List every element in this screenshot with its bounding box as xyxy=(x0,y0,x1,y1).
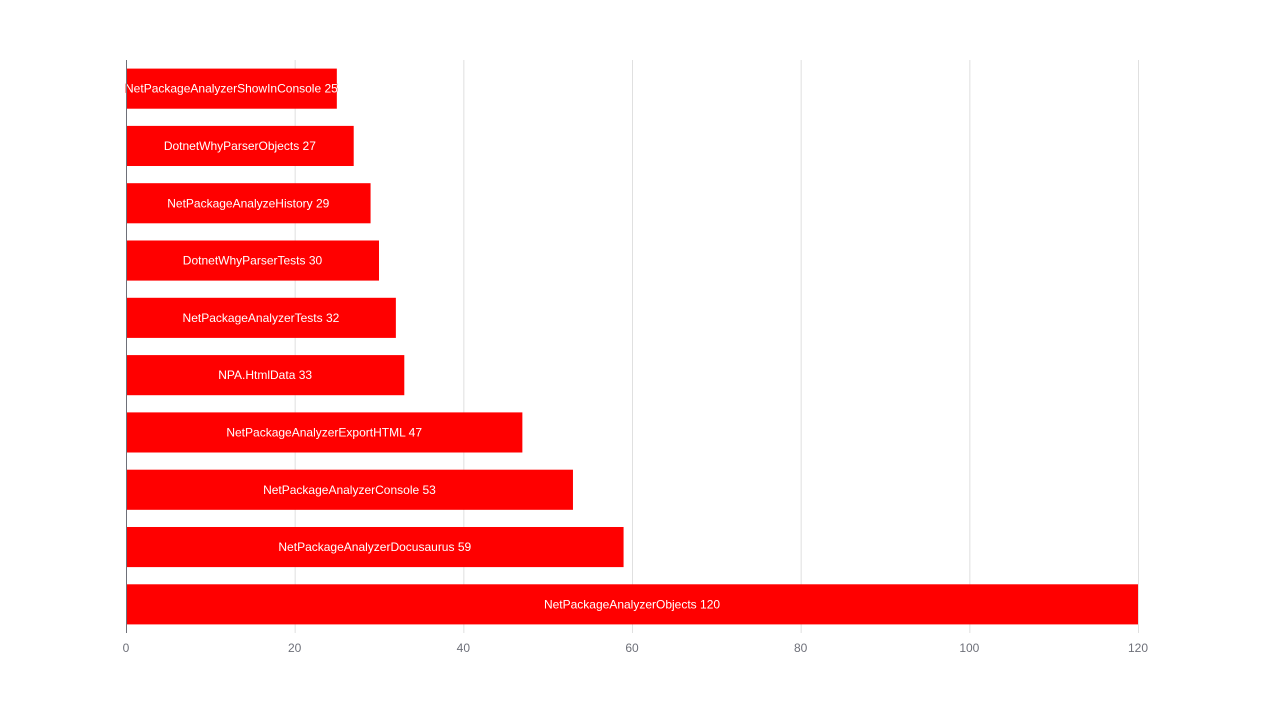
bar-label: NetPackageAnalyzerObjects 120 xyxy=(544,597,720,611)
bar-label: NPA.HtmlData 33 xyxy=(218,368,312,382)
x-tick-label: 80 xyxy=(794,641,808,655)
x-tick-label: 40 xyxy=(457,641,471,655)
bar xyxy=(126,125,354,167)
bar xyxy=(126,469,573,510)
x-tick-label: 0 xyxy=(123,641,130,655)
bar xyxy=(126,183,371,224)
x-tick-label: 20 xyxy=(288,641,302,655)
x-tick-label: 120 xyxy=(1128,641,1148,655)
x-axis: 0 20 40 60 80 100 120 xyxy=(123,60,1148,655)
bar-label: DotnetWhyParserTests 30 xyxy=(183,254,323,268)
bar-label: DotnetWhyParserObjects 27 xyxy=(164,139,316,153)
bar xyxy=(126,297,396,338)
bar xyxy=(126,526,624,568)
bar-label: NetPackageAnalyzerTests 32 xyxy=(183,311,340,325)
bar xyxy=(126,584,1138,625)
bar-label: NetPackageAnalyzerExportHTML 47 xyxy=(226,425,422,439)
bar xyxy=(126,355,405,396)
bar-label: NetPackageAnalyzerShowInConsole 25 xyxy=(125,82,338,96)
x-tick-label: 100 xyxy=(959,641,979,655)
bar-label: NetPackageAnalyzerDocusaurus 59 xyxy=(278,540,471,554)
x-tick-label: 60 xyxy=(625,641,639,655)
bar-label: NetPackageAnalyzeHistory 29 xyxy=(167,196,329,210)
bar xyxy=(126,412,523,453)
bar xyxy=(126,240,379,281)
bar xyxy=(126,68,337,109)
bar-label: NetPackageAnalyzerConsole 53 xyxy=(263,483,436,497)
bars: NetPackageAnalyzerShowInConsole 25 Dotnet… xyxy=(125,68,1138,625)
